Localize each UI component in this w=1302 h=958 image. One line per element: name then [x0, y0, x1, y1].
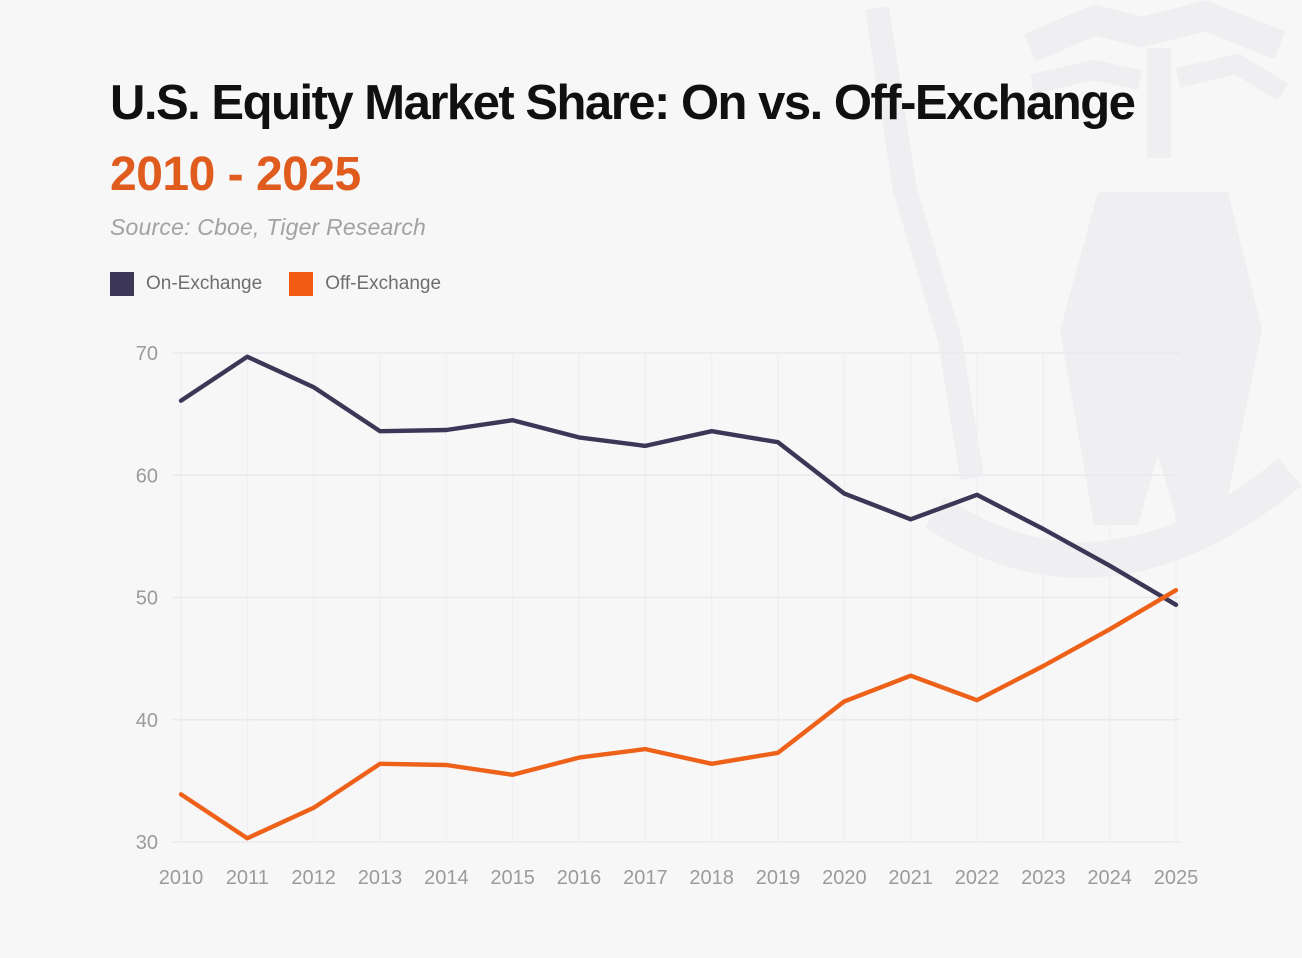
watermark-right-chevron [1175, 53, 1289, 101]
x-tick-label: 2022 [955, 867, 1000, 889]
x-tick-label: 2013 [358, 867, 403, 889]
on-exchange-swatch-icon [110, 272, 134, 296]
legend-label-off-exchange: Off-Exchange [325, 273, 442, 294]
series-line-off-exchange [178, 588, 1179, 841]
series-line-on-exchange [178, 354, 1179, 607]
x-tick-label: 2025 [1154, 867, 1199, 889]
chart-series [178, 354, 1179, 841]
watermark-muzzle [1060, 192, 1262, 525]
chart-gridlines [173, 352, 1180, 843]
y-axis-labels: 30 40 50 60 70 [136, 343, 158, 854]
source-note: Source: Cboe, Tiger Research [110, 214, 427, 240]
x-tick-label: 2016 [557, 867, 602, 889]
page-subtitle: 2010 - 2025 [110, 148, 361, 201]
watermark-brow-wings [1024, 0, 1286, 62]
legend-item-on-exchange: On-Exchange [110, 272, 262, 296]
y-tick-label: 60 [136, 465, 158, 487]
x-tick-label: 2021 [888, 867, 933, 889]
watermark-jaw-sweep [925, 458, 1302, 578]
x-axis-labels: 2010 2011 2012 2013 2014 2015 2016 2017 2018 2019… [159, 867, 1199, 889]
off-exchange-swatch-icon [289, 272, 314, 296]
x-tick-label: 2011 [226, 867, 269, 889]
page-title: U.S. Equity Market Share: On vs. Off-Exc… [110, 76, 1136, 130]
y-tick-label: 70 [136, 343, 158, 365]
legend-label-on-exchange: On-Exchange [146, 273, 263, 294]
x-tick-label: 2017 [623, 867, 668, 889]
x-tick-label: 2019 [756, 867, 801, 889]
y-tick-label: 40 [136, 710, 158, 732]
watermark-mane-edge [865, 6, 984, 480]
y-tick-label: 30 [136, 832, 158, 854]
x-tick-label: 2023 [1021, 867, 1066, 889]
y-tick-label: 50 [136, 588, 158, 610]
watermark-left-chevron [1029, 59, 1143, 94]
x-tick-label: 2012 [291, 867, 336, 889]
x-tick-label: 2015 [490, 867, 535, 889]
x-tick-label: 2024 [1087, 867, 1132, 889]
legend-item-off-exchange: Off-Exchange [289, 272, 441, 296]
x-tick-label: 2014 [424, 867, 469, 889]
x-tick-label: 2010 [159, 867, 204, 889]
x-tick-label: 2018 [689, 867, 734, 889]
x-tick-label: 2020 [822, 867, 867, 889]
chart-legend: On-Exchange Off-Exchange [110, 272, 468, 296]
